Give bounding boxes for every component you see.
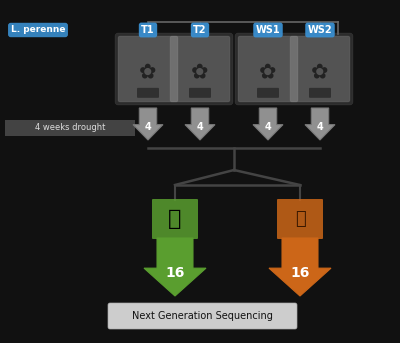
FancyBboxPatch shape	[189, 88, 211, 98]
Polygon shape	[185, 108, 215, 140]
Text: 4: 4	[265, 122, 271, 132]
Polygon shape	[144, 238, 206, 296]
Text: WS2: WS2	[308, 25, 332, 35]
Text: T2: T2	[193, 25, 207, 35]
FancyBboxPatch shape	[235, 33, 353, 105]
FancyBboxPatch shape	[5, 120, 135, 136]
FancyBboxPatch shape	[108, 303, 297, 329]
Text: 4 weeks drought: 4 weeks drought	[35, 123, 105, 132]
Text: WS1: WS1	[256, 25, 280, 35]
Text: L. perenne: L. perenne	[11, 25, 65, 35]
Text: T1: T1	[141, 25, 155, 35]
FancyBboxPatch shape	[137, 88, 159, 98]
FancyBboxPatch shape	[118, 36, 178, 102]
Polygon shape	[133, 108, 163, 140]
Text: ✿: ✿	[311, 62, 329, 82]
Text: 🌿: 🌿	[295, 210, 305, 228]
Text: 16: 16	[165, 266, 185, 280]
Text: Next Generation Sequencing: Next Generation Sequencing	[132, 311, 272, 321]
Polygon shape	[269, 238, 331, 296]
FancyBboxPatch shape	[277, 199, 323, 239]
FancyBboxPatch shape	[257, 88, 279, 98]
FancyBboxPatch shape	[238, 36, 298, 102]
FancyBboxPatch shape	[115, 33, 233, 105]
Text: 4: 4	[197, 122, 203, 132]
Text: ✿: ✿	[259, 62, 277, 82]
FancyBboxPatch shape	[170, 36, 230, 102]
Text: 4: 4	[317, 122, 323, 132]
FancyBboxPatch shape	[290, 36, 350, 102]
Text: 16: 16	[290, 266, 310, 280]
Text: 4: 4	[145, 122, 151, 132]
Polygon shape	[253, 108, 283, 140]
FancyBboxPatch shape	[152, 199, 198, 239]
Text: ✿: ✿	[191, 62, 209, 82]
Text: ✿: ✿	[139, 62, 157, 82]
Polygon shape	[305, 108, 335, 140]
FancyBboxPatch shape	[309, 88, 331, 98]
Text: 🍃: 🍃	[168, 209, 182, 229]
